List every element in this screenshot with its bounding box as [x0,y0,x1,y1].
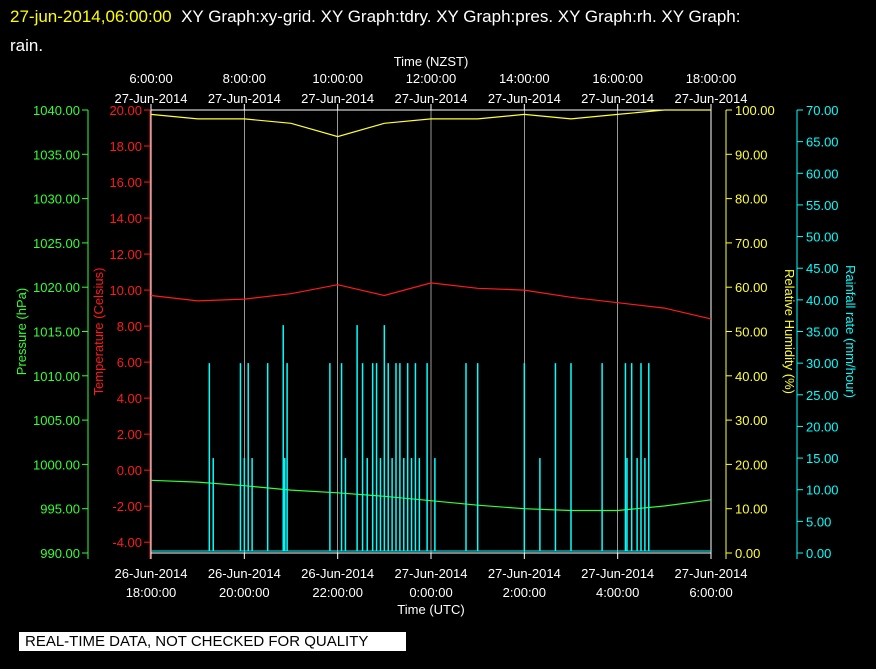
pressure-tick-label: 1020.00 [33,280,80,295]
temperature-tick-label: 4.00 [117,391,142,406]
humidity-tick-label: 100.00 [735,103,775,118]
pressure-tick-label: 990.00 [40,546,80,561]
humidity-tick-label: 0.00 [735,546,760,561]
top-tick-label-time: 16:00:00 [592,71,643,86]
humidity-tick-label: 80.00 [735,192,768,207]
rainfall-tick-label: 35.00 [806,325,839,340]
header-line-2: rain. [10,36,44,55]
rainfall-tick-label: 10.00 [806,483,839,498]
bottom-tick-label-date: 27-Jun-2014 [581,566,654,581]
humidity-tick-label: 40.00 [735,369,768,384]
temperature-tick-label: -4.00 [112,535,142,550]
rainfall-tick-label: 30.00 [806,356,839,371]
temperature-tick-label: 2.00 [117,427,142,442]
top-tick-label-date: 27-Jun-2014 [208,91,281,106]
top-tick-label-time: 10:00:00 [312,71,363,86]
humidity-tick-label: 30.00 [735,413,768,428]
bottom-tick-label-time: 18:00:00 [126,585,177,600]
top-tick-label-date: 27-Jun-2014 [115,91,188,106]
bottom-tick-label-date: 26-Jun-2014 [301,566,374,581]
humidity-tick-label: 10.00 [735,502,768,517]
rainfall-tick-label: 5.00 [806,514,831,529]
top-tick-label-date: 27-Jun-2014 [395,91,468,106]
temperature-tick-label: 14.00 [109,211,142,226]
bottom-axis-title: Time (UTC) [397,602,464,617]
top-tick-label-time: 12:00:00 [406,71,457,86]
bottom-tick-label-time: 4:00:00 [596,585,639,600]
temperature-tick-label: 18.00 [109,139,142,154]
humidity-tick-label: 20.00 [735,457,768,472]
rainfall-tick-label: 20.00 [806,419,839,434]
pressure-tick-label: 1010.00 [33,369,80,384]
humidity-tick-label: 60.00 [735,280,768,295]
rainfall-tick-label: 15.00 [806,451,839,466]
top-tick-label-date: 27-Jun-2014 [301,91,374,106]
chart-header: 27-jun-2014,06:00:00 XY Graph:xy-grid. X… [10,2,740,60]
pressure-tick-label: 995.00 [40,502,80,517]
rh-line [150,109,711,138]
pressure-tick-label: 1005.00 [33,413,80,428]
pressure-tick-label: 1015.00 [33,325,80,340]
rainfall-tick-label: 25.00 [806,388,839,403]
bottom-tick-label-date: 27-Jun-2014 [675,566,748,581]
temperature-tick-label: 10.00 [109,283,142,298]
top-tick-label-date: 27-Jun-2014 [488,91,561,106]
rainfall-tick-label: 55.00 [806,198,839,213]
quality-notice: REAL-TIME DATA, NOT CHECKED FOR QUALITY [19,632,406,651]
temperature-tick-label: -2.00 [112,499,142,514]
pressure-tick-label: 1035.00 [33,147,80,162]
temperature-tick-label: 12.00 [109,247,142,262]
top-tick-label-time: 18:00:00 [686,71,737,86]
rainfall-axis-title: Rainfall rate (mm/hour) [843,265,858,398]
header-line-1: 27-jun-2014,06:00:00 XY Graph:xy-grid. X… [10,2,740,31]
humidity-tick-label: 70.00 [735,236,768,251]
top-tick-label-time: 14:00:00 [499,71,550,86]
tdry-line [150,282,712,320]
top-axis-title: Time (NZST) [394,54,469,69]
top-tick-label-time: 8:00:00 [223,71,266,86]
top-tick-label-date: 27-Jun-2014 [675,91,748,106]
bottom-tick-label-time: 2:00:00 [503,585,546,600]
rainfall-tick-label: 50.00 [806,230,839,245]
temperature-tick-label: 6.00 [117,355,142,370]
bottom-tick-label-date: 26-Jun-2014 [115,566,188,581]
bottom-tick-label-date: 26-Jun-2014 [208,566,281,581]
humidity-tick-label: 50.00 [735,325,768,340]
pressure-tick-label: 1025.00 [33,236,80,251]
pressure-tick-label: 1030.00 [33,192,80,207]
rainfall-tick-label: 60.00 [806,166,839,181]
bottom-tick-label-time: 6:00:00 [689,585,732,600]
rainfall-tick-label: 65.00 [806,135,839,150]
humidity-tick-label: 90.00 [735,147,768,162]
bottom-tick-label-time: 20:00:00 [219,585,270,600]
temperature-tick-label: 20.00 [109,103,142,118]
top-tick-label-date: 27-Jun-2014 [581,91,654,106]
pressure-tick-label: 1000.00 [33,457,80,472]
bottom-tick-label-date: 27-Jun-2014 [395,566,468,581]
rainfall-tick-label: 0.00 [806,546,831,561]
header-timestamp: 27-jun-2014,06:00:00 [10,7,172,26]
pressure-tick-label: 1040.00 [33,103,80,118]
rainfall-tick-label: 40.00 [806,293,839,308]
temperature-tick-label: 0.00 [117,463,142,478]
temperature-tick-label: 8.00 [117,319,142,334]
bottom-tick-label-date: 27-Jun-2014 [488,566,561,581]
header-graph-list: XY Graph:xy-grid. XY Graph:tdry. XY Grap… [181,7,741,26]
temperature-axis-title: Temperature (Celsius) [91,268,106,396]
bottom-tick-label-time: 22:00:00 [312,585,363,600]
rainfall-tick-label: 70.00 [806,103,839,118]
temperature-tick-label: 16.00 [109,175,142,190]
rainfall-tick-label: 45.00 [806,261,839,276]
bottom-tick-label-time: 0:00:00 [409,585,452,600]
humidity-axis-title: Relative Humidity (%) [782,269,797,394]
top-tick-label-time: 6:00:00 [129,71,172,86]
pressure-axis-title: Pressure (hPa) [14,288,29,375]
